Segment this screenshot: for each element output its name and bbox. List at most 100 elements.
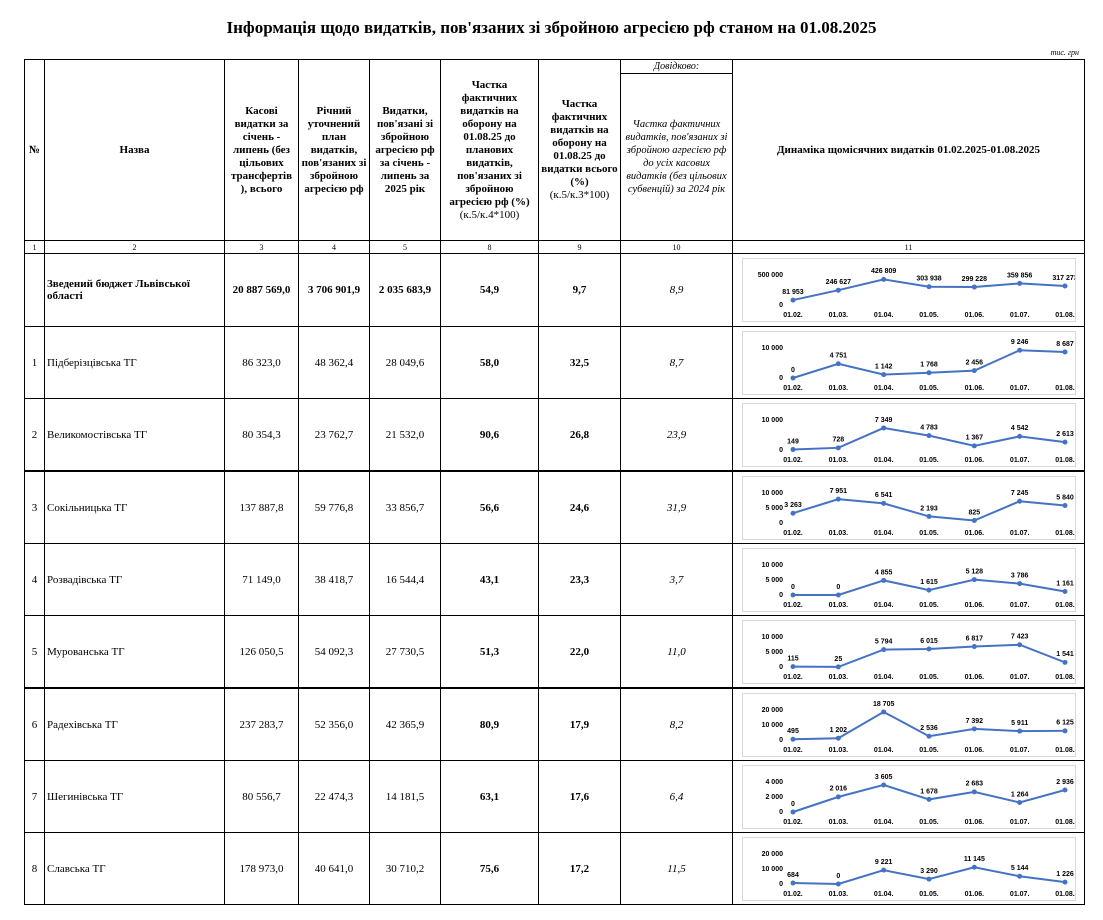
value-label: 5 128	[965, 568, 983, 575]
point	[790, 663, 795, 669]
value-label: 0	[836, 872, 840, 879]
row-name: Радехівська ТГ	[44, 687, 225, 761]
x-tick-label: 01.08.	[1055, 312, 1075, 319]
row-name: Підберізцівська ТГ	[44, 326, 225, 399]
value-label: 6 541	[874, 492, 892, 499]
value-label: 359 856	[1007, 272, 1032, 279]
point	[880, 646, 886, 652]
value-label: 6 817	[965, 635, 983, 642]
value-label: 426 809	[871, 268, 896, 275]
cell: 17,6	[538, 760, 621, 833]
y-tick-label: 0	[779, 663, 783, 670]
header-group: Довідково:	[620, 59, 733, 74]
point	[971, 643, 977, 649]
point	[1016, 728, 1022, 734]
row-name: Сокільницька ТГ	[44, 470, 225, 544]
point	[880, 867, 886, 873]
cell: 27 730,5	[369, 615, 441, 689]
value-label: 5 840	[1056, 494, 1074, 501]
y-tick-label: 5 000	[765, 648, 783, 655]
row-number	[24, 253, 45, 327]
cell: 16 544,4	[369, 543, 441, 616]
point	[1016, 280, 1022, 286]
value-label: 0	[836, 583, 840, 590]
point	[926, 369, 931, 375]
x-tick-label: 01.06.	[964, 529, 984, 536]
x-tick-label: 01.08.	[1055, 890, 1075, 897]
table-row: 6 Радехівська ТГ 237 283,7 52 356,0 42 365,9…	[24, 687, 1085, 761]
cell: 8,7	[620, 326, 733, 399]
x-tick-label: 01.05.	[919, 818, 939, 825]
cell: 23 762,7	[298, 398, 370, 472]
x-tick-label: 01.06.	[964, 384, 984, 391]
cell: 14 181,5	[369, 760, 441, 833]
point	[1062, 786, 1067, 792]
y-tick-label: 0	[779, 808, 783, 815]
y-tick-label: 0	[779, 736, 783, 743]
value-label: 5 911	[1011, 719, 1028, 726]
value-label: 2 936	[1056, 778, 1074, 785]
x-tick-label: 01.03.	[828, 673, 848, 680]
header: Частка фактичних видатків на оборону на …	[440, 59, 539, 241]
y-tick-label: 5 000	[765, 504, 783, 511]
column-number: 2	[44, 240, 225, 254]
x-tick-label: 01.04.	[873, 673, 893, 680]
value-label: 149	[787, 438, 799, 445]
value-label: 1 615	[920, 578, 938, 585]
cell: 9,7	[538, 253, 621, 327]
header-note: (к.5/к.3*100)	[549, 189, 610, 201]
y-tick-label: 10 000	[761, 561, 783, 568]
value-label: 1 161	[1056, 580, 1074, 587]
point	[926, 796, 931, 802]
x-tick-label: 01.07.	[1009, 746, 1029, 753]
y-tick-label: 20 000	[761, 706, 783, 713]
x-tick-label: 01.07.	[1009, 818, 1029, 825]
cell: 17,9	[538, 687, 621, 761]
cell: 178 973,0	[224, 832, 299, 905]
x-tick-label: 01.03.	[828, 456, 848, 463]
y-tick-label: 0	[779, 446, 783, 453]
value-label: 18 705	[872, 700, 894, 707]
value-label: 6 015	[920, 637, 938, 644]
chart-cell: 0 5 000 10 000 3 263 01.02. 7 951 01.03. 6 541 0…	[732, 470, 1085, 544]
point	[1062, 588, 1067, 594]
value-label: 6 125	[1056, 719, 1074, 726]
point	[790, 297, 795, 303]
x-tick-label: 01.06.	[964, 673, 984, 680]
value-label: 495	[787, 728, 799, 735]
row-number: 2	[24, 398, 45, 472]
value-label: 0	[791, 800, 795, 807]
cell: 28 049,6	[369, 326, 441, 399]
point	[1062, 502, 1067, 508]
y-tick-label: 0	[779, 519, 783, 526]
point	[926, 513, 931, 519]
value-label: 5 144	[1010, 865, 1028, 872]
chart-cell: 0 5 000 10 000 115 01.02. 25 01.03. 5 794 01.04.…	[732, 615, 1085, 689]
cell: 59 776,8	[298, 470, 370, 544]
point	[1062, 439, 1067, 445]
table-row: 4 Розвадівська ТГ 71 149,0 38 418,7 16 544,4…	[24, 543, 1085, 616]
point	[790, 446, 795, 452]
cell: 80 556,7	[224, 760, 299, 833]
y-tick-label: 10 000	[761, 344, 783, 351]
point	[1062, 727, 1067, 733]
value-label: 7 423	[1010, 633, 1028, 640]
column-number: 9	[538, 240, 621, 254]
cell: 43,1	[440, 543, 539, 616]
point	[880, 276, 886, 282]
x-tick-label: 01.08.	[1055, 384, 1075, 391]
value-label: 3 605	[874, 773, 892, 780]
point	[790, 375, 795, 380]
sparkline: 0 10 000 20 000 495 01.02. 1 202 01.03. 18 705 0…	[741, 692, 1076, 757]
header: Частка фактичних видатків на оборону на …	[538, 59, 621, 241]
x-tick-label: 01.05.	[919, 673, 939, 680]
y-tick-label: 10 000	[761, 865, 783, 872]
value-label: 246 627	[825, 279, 850, 286]
header: Частка фактичних видатків, пов'язаних зі…	[620, 73, 733, 241]
point	[971, 864, 977, 870]
x-tick-label: 01.02.	[783, 456, 803, 463]
